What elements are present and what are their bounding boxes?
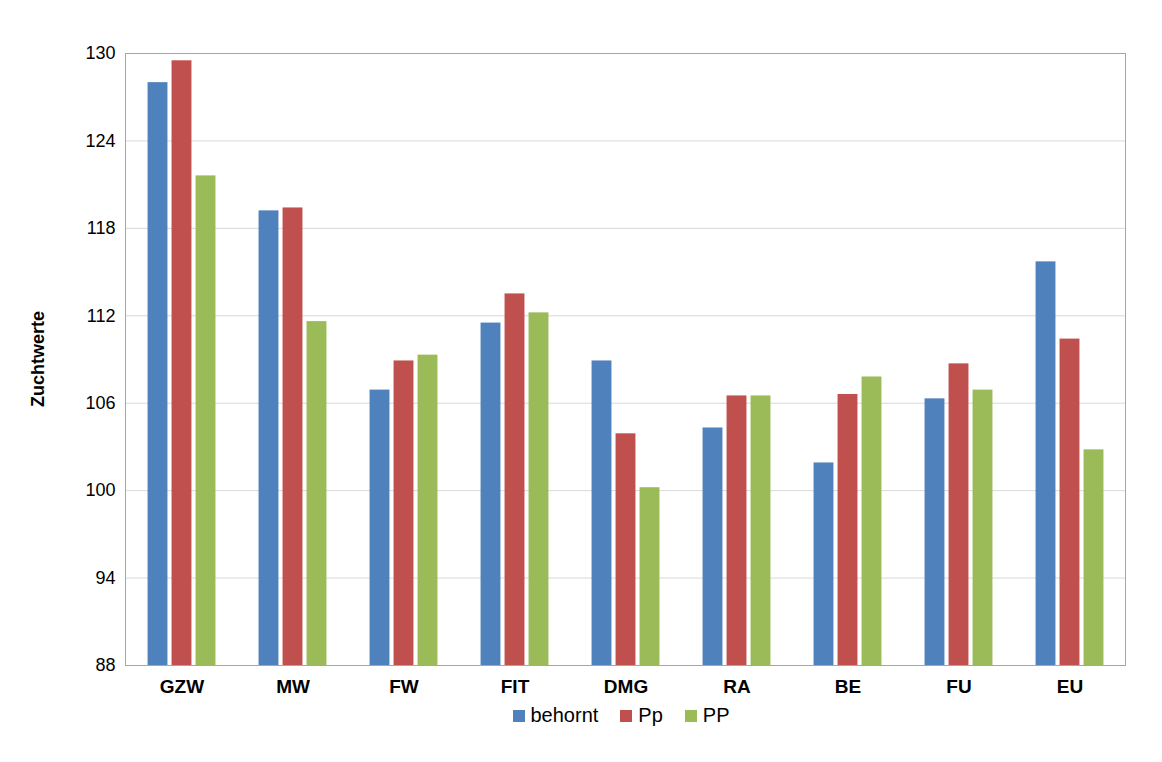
svg-text:118: 118	[87, 218, 116, 238]
svg-text:112: 112	[87, 306, 116, 326]
svg-text:100: 100	[85, 480, 115, 500]
svg-text:FIT: FIT	[501, 676, 530, 697]
svg-text:FU: FU	[946, 676, 971, 697]
svg-text:124: 124	[85, 131, 115, 151]
svg-text:EU: EU	[1057, 676, 1083, 697]
svg-text:MW: MW	[276, 676, 310, 697]
html-text:behornt: behornt	[530, 704, 599, 726]
html-text:PP: PP	[702, 704, 730, 726]
svg-text:BE: BE	[835, 676, 861, 697]
svg-text:RA: RA	[723, 676, 751, 697]
html-text:Pp: Pp	[638, 704, 663, 726]
svg-text:FW: FW	[389, 676, 419, 697]
svg-text:88: 88	[95, 655, 115, 675]
svg-text:106: 106	[85, 393, 115, 413]
html-text:Zuchtwerte: Zuchtwerte	[27, 311, 48, 407]
svg-text:DMG: DMG	[604, 676, 648, 697]
svg-text:130: 130	[85, 43, 115, 63]
svg-text:GZW: GZW	[160, 676, 204, 697]
svg-text:94: 94	[95, 568, 115, 588]
